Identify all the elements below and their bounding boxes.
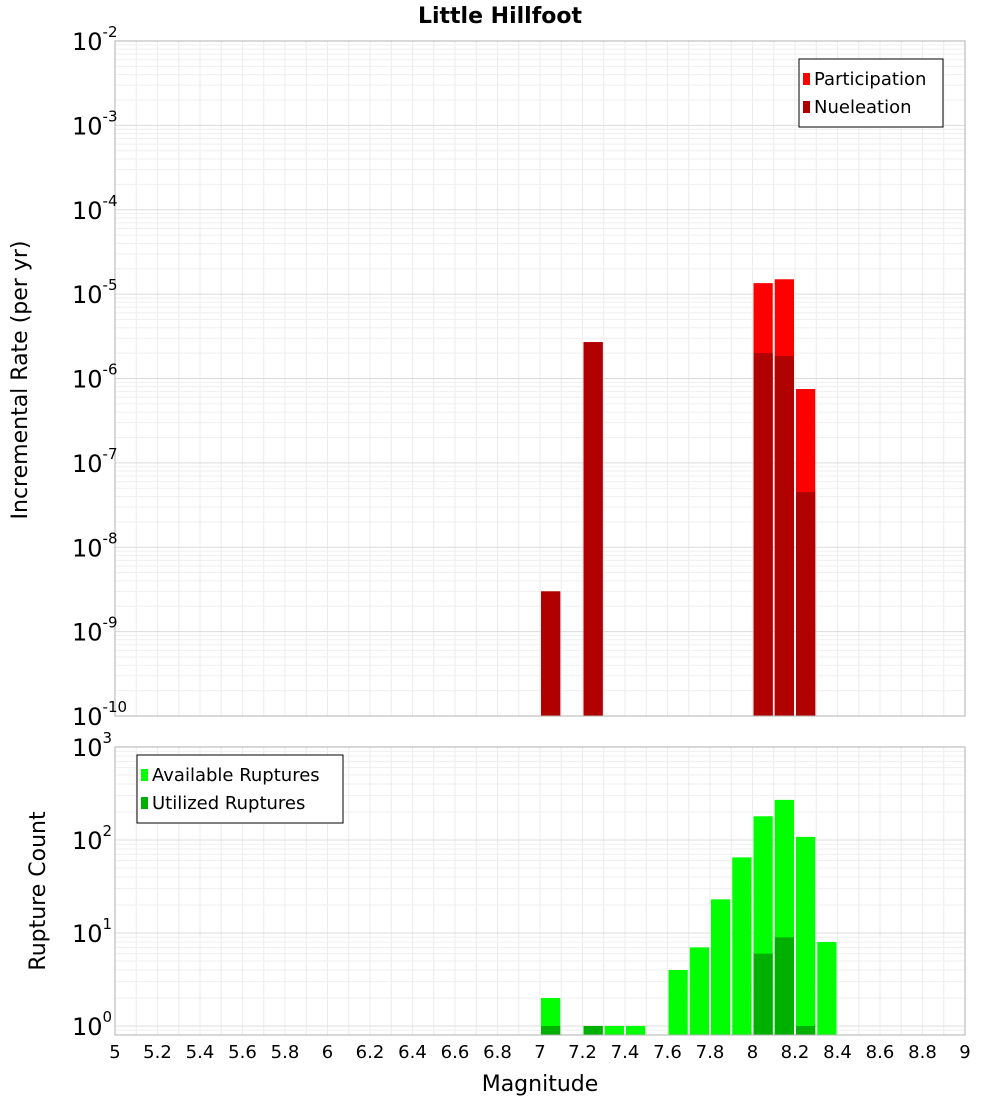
x-tick-label: 6.8 (483, 1042, 512, 1063)
x-tick-label: 8.8 (908, 1042, 937, 1063)
count-plot-frame (114, 746, 966, 1036)
count-bars (541, 799, 837, 1035)
x-tick-label: 6 (322, 1042, 333, 1063)
count-y-tick-labels: 100 101 102 103 (72, 729, 112, 1041)
legend-swatch (803, 73, 810, 85)
x-tick-label: 5.8 (271, 1042, 300, 1063)
chart-title: Little Hillfoot (418, 4, 583, 29)
x-tick-label: 5 (109, 1042, 120, 1063)
count-bar-secondary (583, 1025, 603, 1035)
y-tick-label: 10-5 (72, 276, 118, 309)
count-bar-primary (604, 1025, 624, 1035)
count-bar-primary (817, 942, 837, 1035)
x-tick-label: 5.6 (228, 1042, 257, 1063)
legend-label: Participation (814, 69, 926, 90)
rate-bar-secondary (541, 591, 561, 716)
rate-gridlines (114, 41, 966, 717)
y-tick-label: 102 (72, 822, 112, 855)
y-tick-label: 10-7 (72, 445, 118, 478)
legend-swatch (141, 769, 148, 781)
x-tick-label: 7.6 (653, 1042, 682, 1063)
y-tick-label: 10-3 (72, 107, 118, 140)
count-panel: 100 101 102 103 5 5.2 5.4 5.6 5.8 6 6.2 6.4 6.6 6.8 7… (26, 729, 971, 1097)
y-tick-label: 10-8 (72, 529, 118, 562)
x-tick-label: 8.2 (781, 1042, 810, 1063)
x-tick-label: 5.2 (143, 1042, 172, 1063)
x-tick-label: 6.2 (356, 1042, 385, 1063)
count-legend: Available Ruptures Utilized Ruptures (136, 754, 344, 824)
rate-legend: Participation Nueleation (798, 58, 944, 128)
x-tick-labels: 5 5.2 5.4 5.6 5.8 6 6.2 6.4 6.6 6.8 7 7.2 7.4 7.6 7.8 8… (109, 1042, 970, 1063)
count-bar-primary (796, 836, 816, 1035)
y-tick-label: 103 (72, 729, 112, 762)
y-tick-label: 10-10 (72, 698, 127, 731)
x-tick-label: 6.6 (441, 1042, 470, 1063)
rate-y-tick-labels: 10-10 10-9 10-8 10-7 10-6 10-5 10-4 10-3 10-2 (72, 23, 127, 731)
x-tick-label: 6.4 (398, 1042, 427, 1063)
count-bar-primary (626, 1025, 646, 1035)
count-y-axis-label: Rupture Count (26, 811, 51, 971)
legend-box (798, 58, 944, 128)
rate-bar-secondary (796, 492, 816, 716)
legend-label: Utilized Ruptures (152, 793, 305, 814)
count-bar-secondary (796, 1025, 816, 1035)
legend-swatch (803, 101, 810, 113)
legend-box (136, 754, 344, 824)
rate-plot-frame (114, 40, 966, 717)
count-bar-secondary (774, 937, 794, 1035)
x-tick-label: 8 (747, 1042, 758, 1063)
x-tick-label: 7.2 (568, 1042, 597, 1063)
x-tick-label: 7.4 (611, 1042, 640, 1063)
count-bar-primary (711, 899, 731, 1035)
count-bar-secondary (541, 1025, 561, 1035)
y-tick-label: 101 (72, 915, 112, 948)
rate-bars (541, 279, 816, 716)
x-tick-label: 8.6 (866, 1042, 895, 1063)
x-tick-label: 9 (959, 1042, 970, 1063)
x-tick-label: 5.4 (186, 1042, 215, 1063)
rate-bar-secondary (753, 353, 773, 716)
y-tick-label: 10-2 (72, 23, 118, 56)
rate-panel: 10-10 10-9 10-8 10-7 10-6 10-5 10-4 10-3 10-2 Li… (8, 4, 966, 731)
y-tick-label: 100 (72, 1008, 112, 1041)
x-tick-label: 7 (534, 1042, 545, 1063)
y-tick-label: 10-9 (72, 614, 118, 647)
count-bar-primary (541, 997, 561, 1035)
x-tick-label: 7.8 (696, 1042, 725, 1063)
count-bar-primary (732, 857, 752, 1035)
count-bar-primary (668, 969, 688, 1035)
count-bar-secondary (753, 953, 773, 1035)
legend-label: Nueleation (814, 97, 912, 118)
rate-y-axis-label: Incremental Rate (per yr) (8, 241, 33, 520)
count-bar-primary (689, 947, 709, 1035)
legend-swatch (141, 797, 148, 809)
legend-label: Available Ruptures (152, 765, 320, 786)
rate-bar-secondary (583, 342, 603, 716)
y-tick-label: 10-6 (72, 361, 118, 394)
x-axis-label: Magnitude (482, 1072, 599, 1097)
rate-bar-secondary (774, 355, 794, 716)
x-tick-label: 8.4 (823, 1042, 852, 1063)
y-tick-label: 10-4 (72, 192, 118, 225)
